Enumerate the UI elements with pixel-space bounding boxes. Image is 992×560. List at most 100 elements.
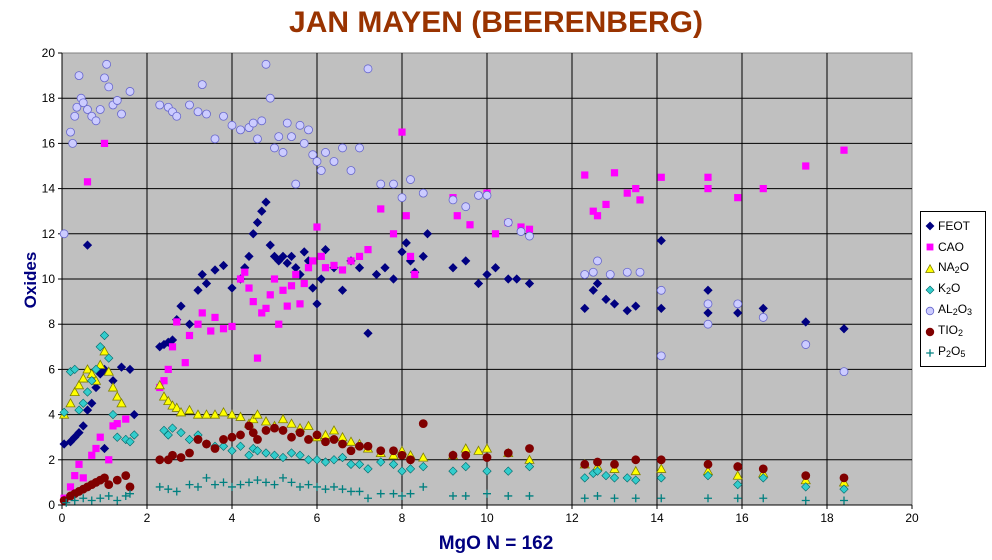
point-k2o	[405, 464, 416, 474]
point-k2o	[59, 407, 69, 417]
point-feot	[184, 319, 195, 329]
point-al2o3	[580, 270, 590, 279]
point-al2o3	[593, 256, 602, 266]
point-cao	[517, 223, 525, 231]
point-p2o5	[321, 485, 330, 494]
point-k2o	[580, 473, 590, 483]
point-na2o	[328, 425, 340, 435]
point-feot	[371, 269, 382, 280]
point-p2o5	[104, 491, 113, 500]
y-tick-label: 8	[48, 317, 55, 331]
legend-marker	[925, 221, 935, 231]
point-feot	[631, 301, 641, 311]
point-k2o	[397, 466, 407, 476]
point-feot	[401, 238, 411, 248]
legend-label: FEOT	[938, 219, 970, 233]
point-tio2	[610, 459, 619, 469]
point-k2o	[184, 434, 195, 445]
point-feot	[99, 443, 110, 454]
point-cao	[364, 246, 372, 254]
point-cao	[406, 252, 415, 260]
point-k2o	[839, 484, 849, 494]
point-k2o	[176, 428, 186, 438]
point-k2o	[758, 473, 768, 483]
point-cao	[96, 433, 104, 441]
point-cao	[71, 472, 79, 480]
point-k2o	[252, 446, 263, 456]
point-k2o	[269, 450, 280, 460]
point-al2o3	[418, 188, 428, 198]
legend-item-k2o: K2O	[925, 279, 960, 297]
point-cao	[411, 270, 419, 279]
legend-label-part: FEO	[938, 218, 963, 233]
point-tio2	[338, 439, 347, 449]
legend-label-part: 2	[954, 265, 960, 275]
legend-marker-tio2	[925, 327, 935, 336]
point-al2o3	[448, 195, 458, 205]
point-p2o5	[580, 494, 589, 503]
point-p2o5	[657, 494, 666, 503]
legend-marker-al2o3	[925, 306, 935, 315]
point-cao	[317, 252, 325, 260]
point-p2o5	[279, 473, 287, 482]
point-cao	[338, 266, 347, 274]
legend-label: P2O5	[938, 344, 965, 359]
point-p2o5	[389, 489, 398, 498]
point-al2o3	[299, 138, 309, 148]
point-k2o	[622, 473, 632, 483]
point-p2o5	[211, 480, 219, 489]
point-cao	[266, 291, 274, 299]
point-feot	[601, 294, 611, 304]
point-al2o3	[389, 179, 398, 189]
point-cao	[636, 196, 644, 204]
legend-label-part: O	[951, 344, 961, 358]
point-na2o	[277, 413, 289, 424]
point-al2o3	[68, 138, 78, 148]
point-al2o3	[70, 111, 80, 121]
point-tio2	[593, 457, 602, 467]
point-tio2	[346, 446, 356, 456]
point-p2o5	[313, 482, 321, 491]
point-al2o3	[253, 134, 262, 144]
point-cao	[173, 318, 181, 326]
point-cao	[287, 282, 296, 290]
point-k2o	[482, 466, 492, 476]
point-k2o	[631, 475, 641, 485]
point-al2o3	[363, 64, 373, 74]
point-al2o3	[839, 367, 849, 377]
point-p2o5	[79, 494, 88, 503]
point-p2o5	[347, 487, 355, 496]
point-al2o3	[270, 143, 279, 153]
point-cao	[181, 359, 189, 367]
point-k2o	[733, 480, 743, 490]
point-na2o	[201, 409, 212, 419]
y-tick-label: 12	[42, 227, 56, 241]
point-k2o	[592, 466, 603, 476]
point-al2o3	[516, 227, 526, 236]
point-feot	[758, 303, 768, 314]
point-al2o3	[656, 285, 666, 295]
point-na2o	[252, 409, 263, 419]
x-tick-label: 8	[399, 511, 406, 525]
point-k2o	[503, 466, 513, 476]
legend-item-p2o5: P2O5	[925, 342, 965, 360]
point-feot	[286, 251, 297, 262]
point-k2o	[82, 387, 93, 397]
point-k2o	[129, 430, 139, 440]
point-na2o	[73, 379, 85, 390]
point-feot	[282, 258, 292, 268]
point-feot	[580, 303, 590, 314]
point-na2o	[656, 463, 667, 473]
point-k2o	[354, 459, 365, 469]
legend-marker-feot	[925, 221, 935, 231]
point-cao	[100, 139, 109, 147]
legend-marker-k2o	[925, 285, 935, 294]
point-al2o3	[274, 132, 284, 142]
point-al2o3	[83, 105, 92, 114]
point-al2o3	[525, 231, 534, 241]
point-tio2	[448, 450, 458, 460]
point-tio2	[210, 444, 220, 453]
legend-item-na2o: NA2O	[925, 258, 969, 276]
point-na2o	[481, 443, 493, 453]
